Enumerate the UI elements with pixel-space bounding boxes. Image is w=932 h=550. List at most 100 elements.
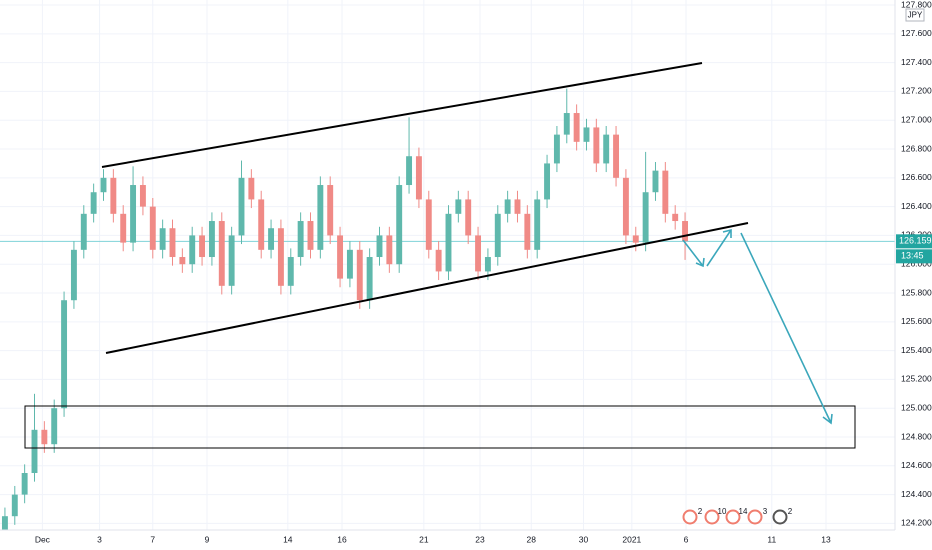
y-tick-label: 125.000 xyxy=(901,402,932,412)
event-count: 3 xyxy=(763,507,768,516)
candle-body xyxy=(1,516,8,531)
candle-body xyxy=(327,185,334,236)
candle-body xyxy=(455,199,462,214)
candle-body xyxy=(376,235,383,258)
candle-body xyxy=(534,199,541,250)
candle-body xyxy=(346,249,353,279)
y-tick-label: 124.200 xyxy=(901,518,932,528)
candle-body xyxy=(465,199,472,236)
axes: 124.200 124.400 124.600 124.800 125.000 125.2… xyxy=(35,0,932,544)
x-tick-label: 2021 xyxy=(622,534,641,544)
candles xyxy=(1,88,689,540)
candle-body xyxy=(80,213,87,250)
event-marker xyxy=(772,509,788,525)
candle-body xyxy=(386,235,393,265)
candle-body xyxy=(199,235,206,258)
candle-body xyxy=(406,156,413,186)
candle-body xyxy=(425,199,432,250)
last-price-label: 126.159 xyxy=(899,236,932,246)
y-tick-label: 126.000 xyxy=(901,258,932,268)
channel-upper xyxy=(101,62,703,168)
event-marker xyxy=(682,509,698,525)
candle-body xyxy=(268,228,275,250)
drawings xyxy=(24,62,856,449)
event-count: 2 xyxy=(788,507,793,516)
candle-body xyxy=(642,192,649,243)
candle-body xyxy=(139,185,146,207)
candle-body xyxy=(238,177,245,236)
candle-body xyxy=(61,300,68,409)
candle-body xyxy=(100,177,107,193)
candle-body xyxy=(11,494,18,517)
y-tick-label: 125.400 xyxy=(901,345,932,355)
y-tick-label: 127.600 xyxy=(901,28,932,38)
x-tick-label: 23 xyxy=(475,534,485,544)
event-marker xyxy=(725,509,741,525)
last-price-box xyxy=(896,234,932,249)
target-zone xyxy=(24,405,856,449)
event-count: 2 xyxy=(698,507,703,516)
candle-body xyxy=(396,185,403,265)
candle-body xyxy=(672,213,679,222)
x-tick-label: 6 xyxy=(684,534,689,544)
y-tick-label: 124.600 xyxy=(901,460,932,470)
last-time-box xyxy=(896,249,932,264)
x-tick-label: 14 xyxy=(283,534,293,544)
candle-body xyxy=(366,257,373,301)
candle-body xyxy=(632,235,639,243)
candle-body xyxy=(297,221,304,258)
candle-body xyxy=(622,177,629,236)
x-tick-label: 21 xyxy=(419,534,429,544)
candle-body xyxy=(544,163,551,200)
candle-body xyxy=(287,257,294,286)
price-axis-bg xyxy=(895,0,932,550)
candle-body xyxy=(435,249,442,272)
y-tick-label: 127.800 xyxy=(901,0,932,9)
events: 2 10 14 3 2 xyxy=(682,507,793,525)
candle-body xyxy=(258,199,265,250)
candle-body xyxy=(277,228,284,286)
y-tick-label: 127.400 xyxy=(901,57,932,67)
candle-body xyxy=(593,127,600,164)
y-tick-label: 126.400 xyxy=(901,201,932,211)
candle-body xyxy=(583,127,590,142)
candle-body xyxy=(603,134,610,164)
candle-body xyxy=(524,213,531,250)
x-tick-label: 13 xyxy=(821,534,831,544)
x-tick-label: 16 xyxy=(337,534,347,544)
candle-body xyxy=(41,429,48,445)
y-tick-label: 125.200 xyxy=(901,374,932,384)
arrow-head xyxy=(822,413,833,425)
candle-body xyxy=(70,249,77,301)
y-tick-label: 124.800 xyxy=(901,431,932,441)
candle-body xyxy=(445,213,452,272)
arrow-head xyxy=(695,257,705,268)
arrow xyxy=(740,232,832,424)
time-axis-bg xyxy=(0,530,932,550)
event-marker xyxy=(747,509,763,525)
x-tick-label: 28 xyxy=(527,534,537,544)
candle-body xyxy=(504,199,511,214)
x-tick-label: 30 xyxy=(579,534,589,544)
candle-body xyxy=(51,408,58,445)
candle-body xyxy=(514,199,521,214)
candle-body xyxy=(248,177,255,200)
candle-body xyxy=(120,213,127,243)
candle-body xyxy=(21,473,28,495)
currency: JPY xyxy=(908,11,923,20)
x-tick-label: Dec xyxy=(35,534,51,544)
candle-body xyxy=(228,235,235,286)
x-tick-label: 9 xyxy=(205,534,210,544)
candle-body xyxy=(356,249,363,301)
candle-body xyxy=(662,170,669,214)
x-tick-label: 7 xyxy=(150,534,155,544)
candle-body xyxy=(317,185,324,250)
arrow-head xyxy=(722,228,732,238)
candle-body xyxy=(553,134,560,164)
x-tick-label: 11 xyxy=(767,534,776,544)
y-tick-label: 125.600 xyxy=(901,316,932,326)
candle-body xyxy=(475,235,482,272)
y-tick-label: 127.000 xyxy=(901,114,932,124)
currency-box xyxy=(905,8,925,22)
